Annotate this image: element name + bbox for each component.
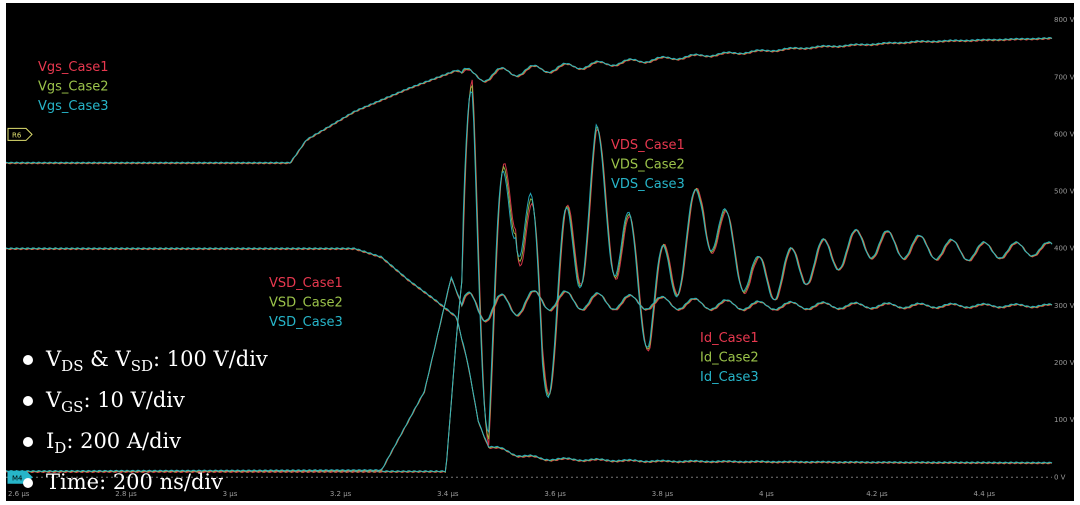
trace-VDS_Case2 <box>6 247 1053 465</box>
x-tick-label-3: 3.2 µs <box>330 490 352 498</box>
y-tick-label-3: 500 V <box>1054 188 1074 196</box>
y-tick-label-7: 100 V <box>1054 416 1074 424</box>
scale-note-part: : 10 V/div <box>83 388 185 412</box>
x-tick-label-7: 4 µs <box>759 490 774 498</box>
channel-marker-shape-R6 <box>7 127 33 141</box>
scale-note-2: ID: 200 A/div <box>46 429 181 457</box>
legend-VSD_Case1: VSD_Case1 <box>269 276 343 291</box>
scale-note-part: : 200 A/div <box>66 429 181 453</box>
y-tick-label-1: 700 V <box>1054 73 1074 81</box>
scale-note-part: & V <box>83 347 131 371</box>
y-tick-label-4: 400 V <box>1054 245 1074 253</box>
trace-Vgs_Case2 <box>6 37 1053 165</box>
legend-VSD_Case3: VSD_Case3 <box>269 315 343 330</box>
x-tick-label-4: 3.4 µs <box>437 490 459 498</box>
y-tick-label-6: 200 V <box>1054 359 1074 367</box>
oscilloscope-plot: 2.6 µs 2.8 µs 3 µs 3.2 µs 3.4 µs 3.6 µs 3.8 µs… <box>6 3 1074 501</box>
channel-marker-label-R6: R6 <box>12 131 22 139</box>
plot-background <box>6 3 1074 501</box>
trace-Id_Case2 <box>6 276 1053 473</box>
scale-note-3: Time: 200 ns/div <box>46 470 223 494</box>
legend-VSD_Case2: VSD_Case2 <box>269 296 343 311</box>
scale-note-part: V <box>45 347 62 371</box>
y-tick-label-8: 0 V <box>1054 473 1066 481</box>
legend-Id_Case3: Id_Case3 <box>700 370 759 385</box>
legend-VDS_Case2: VDS_Case2 <box>611 158 685 173</box>
trace-VDS_Case3 <box>6 247 1053 464</box>
scale-note-part: D <box>54 439 66 457</box>
legend-Id_Case2: Id_Case2 <box>700 351 759 366</box>
scale-note-part: GS <box>61 398 83 416</box>
x-tick-label-2: 3 µs <box>223 490 238 498</box>
y-tick-label-5: 300 V <box>1054 302 1074 310</box>
scale-note-part: DS <box>61 357 83 375</box>
legend-Vgs_Case2: Vgs_Case2 <box>38 80 109 95</box>
legend-layer: Vgs_Case1 Vgs_Case2 Vgs_Case3 VDS_Case1 VDS_… <box>38 60 759 385</box>
legend-Vgs_Case3: Vgs_Case3 <box>38 99 109 114</box>
legend-Vgs_Case1: Vgs_Case1 <box>38 60 109 75</box>
trace-layer <box>6 36 1053 474</box>
x-tick-label-0: 2.6 µs <box>8 490 30 498</box>
y-tick-label-0: 800 V <box>1054 16 1074 24</box>
trace-Id_Case3 <box>6 275 1053 473</box>
y-tick-label-2: 600 V <box>1054 130 1074 138</box>
scale-note-0: VDS & VSD: 100 V/div <box>45 347 268 375</box>
legend-VDS_Case3: VDS_Case3 <box>611 177 685 192</box>
scale-note-part: : 100 V/div <box>153 347 268 371</box>
scale-note-part: I <box>46 429 54 453</box>
bullet-0 <box>23 355 33 365</box>
bullet-3 <box>23 478 33 488</box>
axis-layer: 2.6 µs 2.8 µs 3 µs 3.2 µs 3.4 µs 3.6 µs 3.8 µs… <box>6 16 1074 498</box>
scale-note-part: SD <box>131 357 153 375</box>
x-tick-label-9: 4.4 µs <box>974 490 996 498</box>
bullet-1 <box>23 396 33 406</box>
scale-note-part: V <box>45 388 62 412</box>
trace-Vgs_Case3 <box>6 36 1053 164</box>
x-tick-label-8: 4.2 µs <box>866 490 888 498</box>
channel-marker-R6: R6 <box>7 127 33 141</box>
legend-VDS_Case1: VDS_Case1 <box>611 138 685 153</box>
channel-marker-label-M4: M4 <box>12 474 23 482</box>
x-tick-label-6: 3.8 µs <box>652 490 674 498</box>
scale-note-part: Time: 200 ns/div <box>46 470 223 494</box>
bullet-2 <box>23 437 33 447</box>
legend-Id_Case1: Id_Case1 <box>700 331 759 346</box>
x-tick-label-1: 2.8 µs <box>115 490 137 498</box>
x-tick-label-5: 3.6 µs <box>544 490 566 498</box>
scale-note-1: VGS: 10 V/div <box>45 388 185 416</box>
